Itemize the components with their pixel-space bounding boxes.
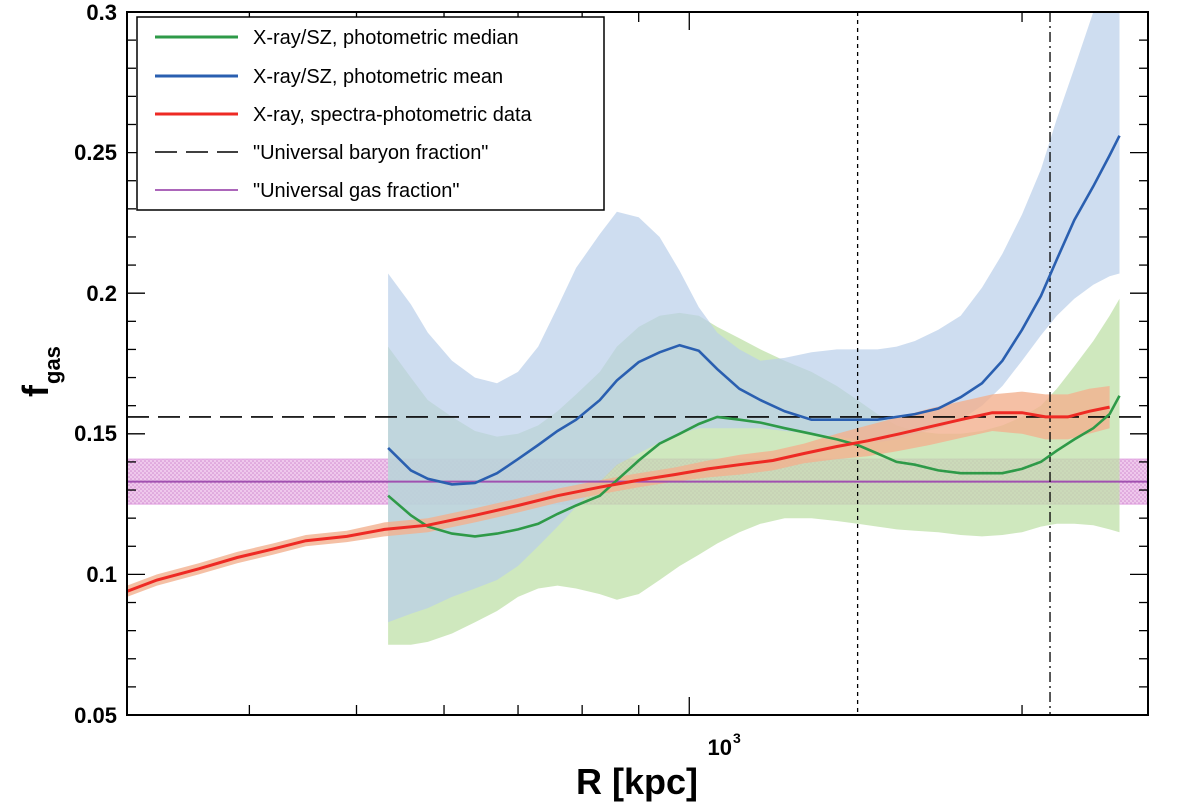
svg-text:X-ray/SZ, photometric median: X-ray/SZ, photometric median [253, 27, 519, 49]
median-series-line [387, 395, 1121, 538]
y-tick-label: 0.25 [74, 140, 117, 165]
svg-text:"Universal baryon fraction": "Universal baryon fraction" [253, 142, 488, 164]
mean-series-line [387, 135, 1121, 486]
x-axis-title: R [kpc] [576, 761, 698, 802]
y-tick-label: 0.2 [86, 281, 117, 306]
legend-item: "Universal gas fraction" [155, 180, 460, 202]
legend: X-ray/SZ, photometric median X-ray/SZ, p… [136, 16, 605, 211]
legend-item: X-ray/SZ, photometric mean [155, 66, 503, 88]
mean-confidence-band [388, 12, 1120, 623]
y-tick-label: 0.15 [74, 421, 117, 446]
x-tick-label: 10 [708, 735, 732, 760]
plot-frame [126, 11, 1149, 716]
x-tick-exponent: 3 [733, 730, 741, 746]
y-tick-label: 0.3 [86, 0, 117, 25]
legend-item: "Universal baryon fraction" [155, 142, 488, 164]
y-tick-label: 0.05 [74, 703, 117, 728]
svg-text:"Universal gas fraction": "Universal gas fraction" [253, 180, 460, 202]
spectra-series-line [127, 405, 1110, 593]
y-axis-title: f gas [15, 346, 65, 397]
spectra-confidence-band [127, 386, 1110, 597]
svg-text:X-ray, spectra-photometric dat: X-ray, spectra-photometric data [253, 104, 533, 126]
svg-text:f: f [15, 384, 56, 397]
legend-item: X-ray/SZ, photometric median [155, 27, 519, 49]
svg-text:gas: gas [40, 346, 65, 384]
y-tick-label: 0.1 [86, 562, 117, 587]
legend-item: X-ray, spectra-photometric data [155, 104, 533, 126]
svg-text:X-ray/SZ, photometric mean: X-ray/SZ, photometric mean [253, 66, 503, 88]
